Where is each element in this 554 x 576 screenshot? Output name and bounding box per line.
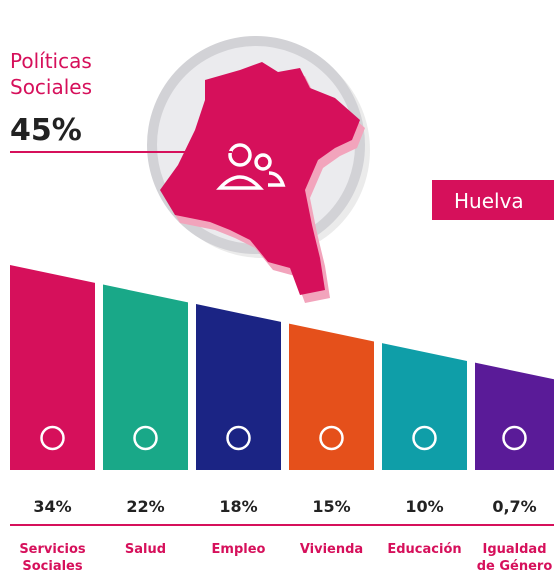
headline-label: Sociales (10, 75, 92, 99)
bar (196, 304, 281, 470)
map (160, 62, 360, 295)
icon-part (502, 425, 527, 451)
region-name: Huelva (454, 189, 524, 213)
bar (103, 284, 188, 470)
bar (382, 343, 467, 470)
bars (10, 265, 554, 470)
item-label: de Género (477, 559, 553, 574)
icon-part (40, 425, 65, 451)
item-label: Sociales (22, 559, 83, 574)
item-value: 0,7% (492, 497, 536, 516)
people-icon (216, 143, 286, 190)
headline-value: 45% (10, 113, 82, 148)
bar-icon (226, 425, 251, 451)
bar (475, 362, 554, 470)
icon-part (133, 425, 158, 451)
headline-label: Políticas (10, 49, 92, 73)
icon-part (226, 425, 251, 451)
icon-part (412, 425, 437, 451)
item-label: Salud (125, 542, 166, 557)
bar-icon (319, 425, 344, 451)
bar (10, 265, 95, 470)
bar-icon (412, 425, 437, 451)
bar-icon (133, 425, 158, 451)
bar (289, 323, 374, 470)
item-label: Educación (387, 542, 461, 557)
item-value: 34% (33, 497, 71, 516)
item-label: Empleo (212, 542, 266, 557)
icon-part (319, 425, 344, 451)
item-label: Vivienda (300, 542, 363, 557)
item-value: 15% (312, 497, 350, 516)
region-banner (432, 180, 554, 220)
bar-icon (40, 425, 65, 451)
item-value: 22% (126, 497, 164, 516)
item-value: 18% (219, 497, 257, 516)
item-value: 10% (405, 497, 443, 516)
bar-icon (502, 425, 527, 451)
item-label: Igualdad (482, 542, 546, 557)
item-label: Servicios (19, 542, 86, 557)
